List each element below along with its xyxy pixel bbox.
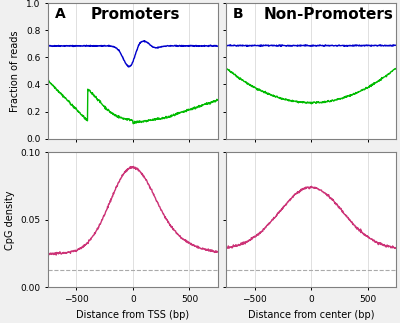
X-axis label: Distance from TSS (bp): Distance from TSS (bp) xyxy=(76,310,190,320)
Text: Non-Promoters: Non-Promoters xyxy=(264,7,394,22)
Text: Promoters: Promoters xyxy=(90,7,180,22)
Text: B: B xyxy=(233,7,244,21)
Text: A: A xyxy=(55,7,66,21)
Y-axis label: CpG density: CpG density xyxy=(5,190,15,250)
X-axis label: Distance from center (bp): Distance from center (bp) xyxy=(248,310,374,320)
Y-axis label: Fraction of reads: Fraction of reads xyxy=(10,30,20,112)
